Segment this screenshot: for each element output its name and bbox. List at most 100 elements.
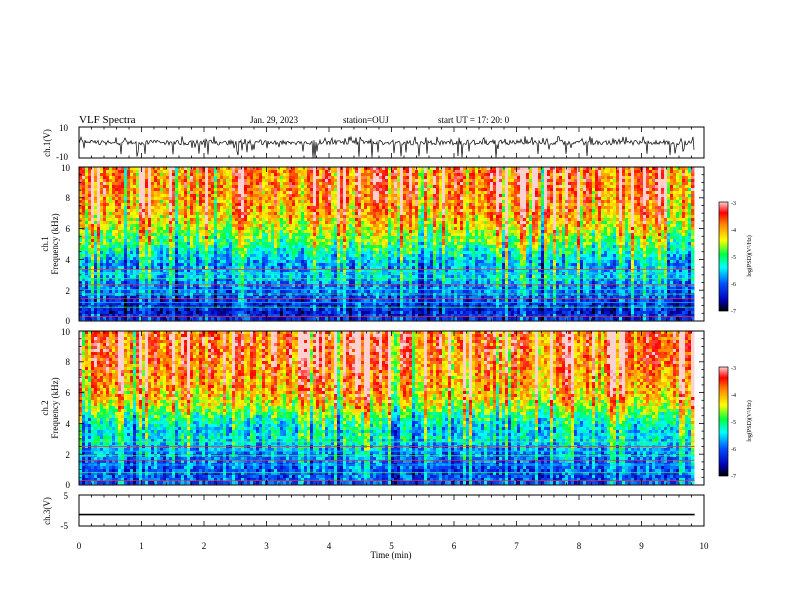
- spectrogram-cell: [280, 176, 284, 180]
- spectrogram-cell: [235, 206, 239, 210]
- spectrogram-cell: [130, 248, 134, 252]
- spectrogram-cell: [328, 173, 332, 177]
- spectrogram-cell: [331, 200, 335, 204]
- spectrogram-cell: [226, 293, 230, 297]
- spectrogram-cell: [154, 215, 158, 219]
- spectrogram-cell: [115, 182, 119, 186]
- spectrogram-cell: [211, 179, 215, 183]
- spectrogram-cell: [103, 254, 107, 258]
- spectrogram-cell: [85, 227, 89, 231]
- spectrogram-cell: [190, 308, 194, 312]
- spectrogram-cell: [319, 308, 323, 312]
- spectrogram-cell: [307, 227, 311, 231]
- spectrogram-cell: [262, 227, 266, 231]
- spectrogram-cell: [118, 191, 122, 195]
- spectrogram-cell: [307, 239, 311, 243]
- spectrogram-cell: [358, 200, 362, 204]
- spectrogram-cell: [217, 251, 221, 255]
- spectrogram-cell: [205, 236, 209, 240]
- spectrogram-cell: [169, 173, 173, 177]
- spectrogram-cell: [145, 287, 149, 291]
- spectrogram-cell: [163, 266, 167, 270]
- spectrogram-cell: [94, 173, 98, 177]
- spectrogram-cell: [88, 191, 92, 195]
- spectrogram-cell: [283, 269, 287, 273]
- spectrogram-cell: [91, 314, 95, 318]
- spectrogram-cell: [106, 212, 110, 216]
- spectrogram-cell: [217, 224, 221, 228]
- spectrogram-cell: [289, 227, 293, 231]
- spectrogram-cell: [199, 203, 203, 207]
- spectrogram-cell: [139, 266, 143, 270]
- spectrogram-cell: [304, 224, 308, 228]
- spectrogram-cell: [118, 218, 122, 222]
- spectrogram-cell: [235, 314, 239, 318]
- spectrogram-cell: [220, 287, 224, 291]
- spectrogram-cell: [142, 188, 146, 192]
- spectrogram-cell: [277, 182, 281, 186]
- spectrogram-cell: [106, 239, 110, 243]
- spectrogram-cell: [352, 206, 356, 210]
- spectrogram-cell: [142, 287, 146, 291]
- spectrogram-cell: [280, 281, 284, 285]
- spectrogram-cell: [220, 308, 224, 312]
- spectrogram-cell: [166, 215, 170, 219]
- spectrogram-cell: [106, 302, 110, 306]
- spectrogram-cell: [358, 230, 362, 234]
- spectrogram-cell: [325, 299, 329, 303]
- spectrogram-cell: [163, 251, 167, 255]
- spectrogram-cell: [100, 209, 104, 213]
- spectrogram-cell: [97, 281, 101, 285]
- spectrogram-cell: [79, 254, 83, 258]
- spectrogram-cell: [277, 311, 281, 315]
- spectrogram-cell: [109, 293, 113, 297]
- spectrogram-cell: [253, 185, 257, 189]
- spectrogram-cell: [181, 221, 185, 225]
- spectrogram-cell: [226, 167, 230, 171]
- spectrogram-cell: [355, 215, 359, 219]
- spectrogram-cell: [331, 278, 335, 282]
- spectrogram-cell: [232, 212, 236, 216]
- spectrogram-cell: [235, 251, 239, 255]
- spectrogram-cell: [157, 275, 161, 279]
- spectrogram-cell: [319, 239, 323, 243]
- spectrogram-cell: [283, 308, 287, 312]
- spectrogram-cell: [91, 302, 95, 306]
- spectrogram-cell: [127, 215, 131, 219]
- spectrogram-cell: [178, 200, 182, 204]
- spectrogram-cell: [85, 275, 89, 279]
- spectrogram-cell: [97, 239, 101, 243]
- spectrogram-cell: [193, 173, 197, 177]
- spectrogram-cell: [124, 245, 128, 249]
- spectrogram-cell: [145, 314, 149, 318]
- spectrogram-cell: [346, 293, 350, 297]
- spectrogram-cell: [103, 197, 107, 201]
- spectrogram-cell: [109, 260, 113, 264]
- spectrogram-cell: [154, 242, 158, 246]
- spectrogram-cell: [103, 209, 107, 213]
- spectrogram-cell: [361, 239, 365, 243]
- spectrogram-cell: [79, 221, 83, 225]
- spectrogram-cell: [181, 239, 185, 243]
- spectrogram-cell: [307, 182, 311, 186]
- spectrogram-cell: [220, 218, 224, 222]
- spectrogram-cell: [211, 185, 215, 189]
- spectrogram-cell: [352, 314, 356, 318]
- spectrogram-cell: [157, 215, 161, 219]
- spectrogram-cell: [139, 311, 143, 315]
- spectrogram-cell: [259, 281, 263, 285]
- spectrogram-cell: [136, 317, 140, 321]
- spectrogram-cell: [166, 218, 170, 222]
- spectrogram-cell: [292, 173, 296, 177]
- spectrogram-cell: [358, 182, 362, 186]
- spectrogram-cell: [127, 200, 131, 204]
- spectrogram-cell: [199, 278, 203, 282]
- spectrogram-cell: [208, 218, 212, 222]
- spectrogram-cell: [205, 173, 209, 177]
- spectrogram-cell: [286, 173, 290, 177]
- spectrogram-cell: [88, 239, 92, 243]
- spectrogram-cell: [205, 302, 209, 306]
- spectrogram-cell: [160, 278, 164, 282]
- spectrogram-cell: [199, 236, 203, 240]
- spectrogram-cell: [298, 314, 302, 318]
